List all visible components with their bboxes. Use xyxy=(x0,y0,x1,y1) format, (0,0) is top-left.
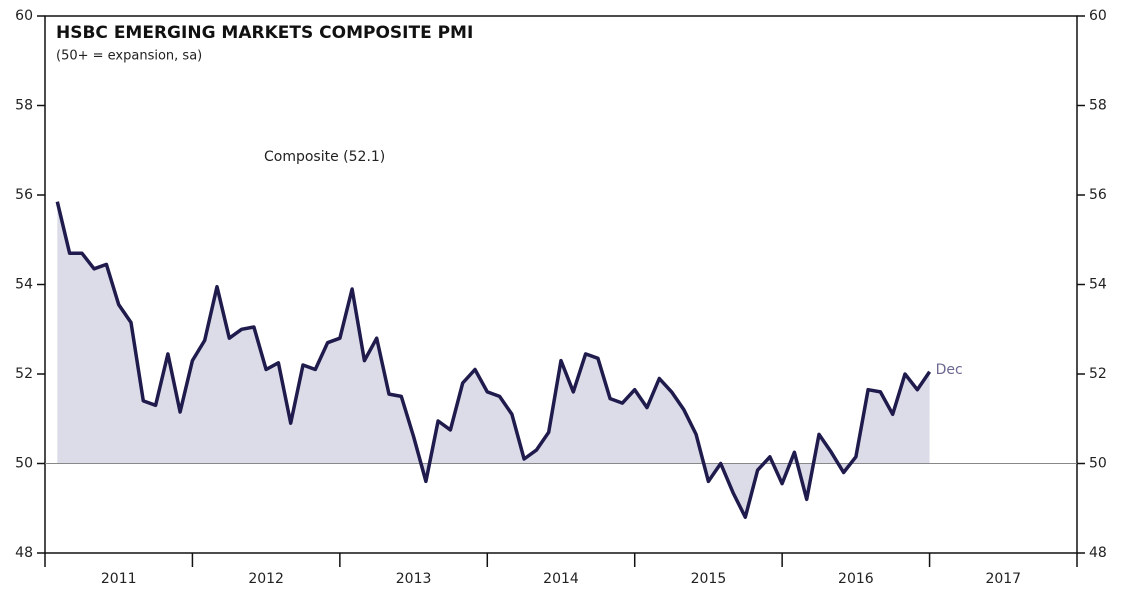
y-tick-label: 52 xyxy=(15,366,33,382)
y2-tick-label: 50 xyxy=(1089,456,1107,472)
y-tick-label: 54 xyxy=(15,277,33,293)
x-tick-label: 2012 xyxy=(248,571,284,587)
plot-frame xyxy=(44,15,1078,554)
x-tick-label: 2011 xyxy=(101,571,137,587)
x-tick-label: 2017 xyxy=(985,571,1021,587)
chart-subtitle: (50+ = expansion, sa) xyxy=(56,49,202,64)
y-tick-label: 58 xyxy=(15,98,33,114)
y2-tick-label: 56 xyxy=(1089,187,1107,203)
y-tick-label: 60 xyxy=(15,8,33,24)
y-tick-label: 56 xyxy=(15,187,33,203)
area xyxy=(57,201,930,518)
y-tick-label: 50 xyxy=(15,456,33,472)
end-label: Dec xyxy=(936,362,963,378)
x-tick-label: 2015 xyxy=(691,571,727,587)
y2-tick-label: 58 xyxy=(1089,98,1107,114)
y2-tick-label: 48 xyxy=(1089,545,1107,561)
line xyxy=(55,201,932,519)
y2-tick-label: 52 xyxy=(1089,366,1107,382)
y2-tick-label: 60 xyxy=(1089,8,1107,24)
x-tick-label: 2013 xyxy=(396,571,432,587)
chart-title: HSBC EMERGING MARKETS COMPOSITE PMI xyxy=(56,23,473,43)
x-tick-label: 2016 xyxy=(838,571,874,587)
y-tick-label: 48 xyxy=(15,545,33,561)
series-annotation: Composite (52.1) xyxy=(264,149,385,165)
x-tick-label: 2014 xyxy=(543,571,579,587)
y2-tick-label: 54 xyxy=(1089,277,1107,293)
